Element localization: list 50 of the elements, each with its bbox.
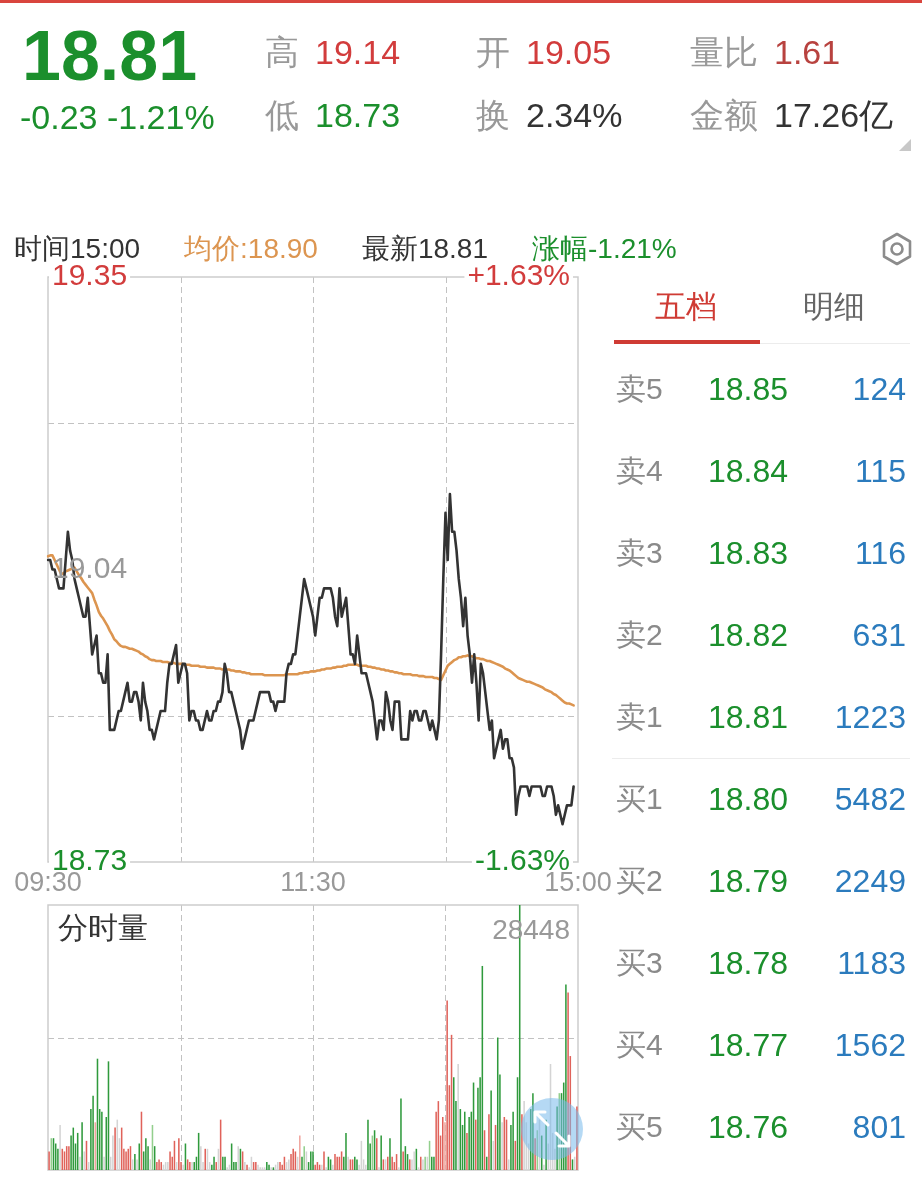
text: 五档 (654, 288, 718, 326)
category-label: 买5 (616, 1109, 663, 1145)
category-label: 卖1 (616, 699, 663, 735)
category-label: 买3 (616, 945, 663, 981)
data-label: 18.76 (708, 1108, 789, 1147)
text: 19.05 (526, 33, 612, 71)
category-label: 买2 (616, 863, 663, 899)
text: 2.34% (526, 96, 623, 134)
text: 18.81 (22, 17, 198, 95)
text: 17.26亿 (774, 96, 894, 134)
category-label: 换 (476, 96, 510, 134)
data-label: 1183 (837, 944, 906, 983)
data-label: 18.83 (708, 534, 789, 573)
category-label: 金额 (690, 96, 758, 134)
data-label: 1223 (834, 698, 906, 737)
data-label: 18.82 (708, 616, 789, 655)
category-label: 买1 (616, 781, 663, 817)
data-label: 124 (852, 370, 906, 409)
data-label: 18.85 (708, 370, 789, 409)
data-label: 631 (852, 616, 906, 655)
text: 18.73 (315, 96, 401, 134)
data-label: 115 (854, 452, 906, 491)
category-label: 买4 (616, 1027, 663, 1063)
data-label: 18.78 (708, 944, 789, 983)
data-label: 801 (852, 1108, 906, 1147)
text: 1.61 (774, 33, 841, 71)
category-label: 高 (265, 33, 299, 71)
category-label: 卖4 (616, 453, 663, 489)
text: 明细 (802, 288, 866, 326)
data-label: 2249 (834, 862, 906, 901)
data-label: 116 (854, 534, 906, 573)
text: 最新18.81 (361, 232, 489, 265)
text: 19.14 (315, 33, 401, 71)
data-label: 18.77 (708, 1026, 789, 1065)
category-label: 卖3 (616, 535, 663, 571)
text: 均价:18.90 (184, 232, 318, 266)
data-label: 1562 (834, 1026, 906, 1065)
chart-title: 分时量 (58, 911, 148, 945)
text: -0.23 -1.21% (20, 98, 215, 136)
data-label: 5482 (834, 780, 906, 819)
data-label: 18.84 (708, 452, 789, 491)
data-label: 18.81 (708, 698, 789, 737)
x-tick-label: 11:30 (280, 867, 346, 898)
category-label: 低 (265, 96, 299, 134)
data-label: 18.80 (708, 780, 789, 819)
category-label: 卖5 (616, 371, 663, 407)
category-label: 开 (476, 33, 510, 71)
category-label: 量比 (690, 33, 758, 71)
category-label: 卖2 (616, 617, 663, 653)
data-label: 18.79 (708, 862, 789, 901)
